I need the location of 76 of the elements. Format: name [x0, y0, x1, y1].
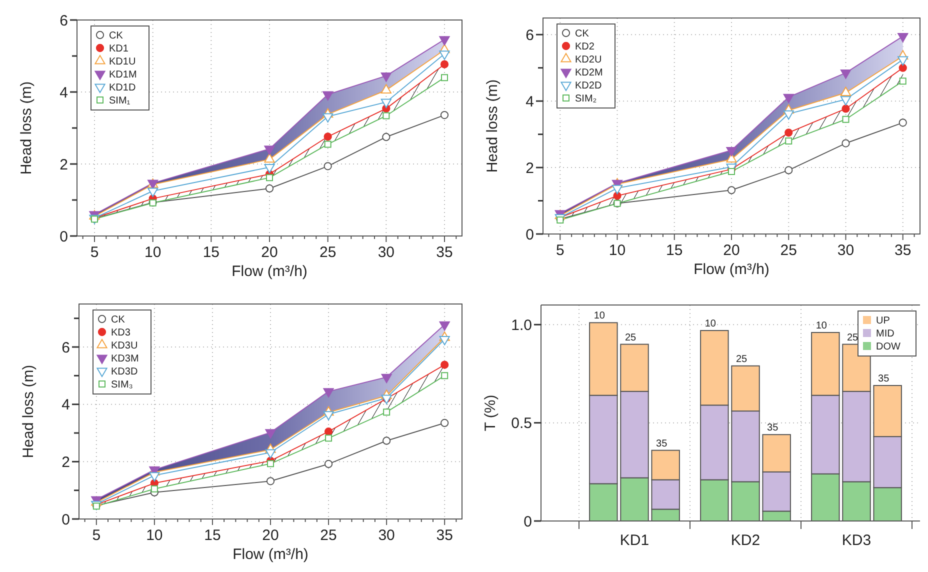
x-tick-label: KD2 — [730, 532, 760, 549]
x-tick-label: 30 — [837, 242, 854, 259]
x-tick-label: 10 — [608, 242, 626, 259]
x-tick-label: 20 — [262, 527, 279, 544]
legend-label: MID — [876, 328, 894, 340]
legend-label: UP — [876, 316, 890, 326]
y-tick-label: 0 — [526, 226, 534, 244]
x-tick-label: 30 — [378, 244, 395, 261]
x-tick-label: 25 — [320, 527, 337, 544]
legend-label: KD3M — [111, 354, 139, 364]
legend-label: KD2 — [575, 42, 595, 52]
annotation: 10 — [594, 310, 606, 322]
x-tick-label: 5 — [92, 527, 101, 544]
x-tick-label: 15 — [204, 527, 221, 544]
x-tick-label: 20 — [723, 242, 740, 259]
legend-label: KD2D — [575, 80, 602, 92]
y-axis-title: Head loss (m) — [20, 364, 37, 458]
annotation: 35 — [767, 422, 779, 434]
y-tick-label: 6 — [60, 12, 68, 30]
legend-label: KD1D — [109, 82, 136, 94]
legend-label: SIM₃ — [111, 380, 133, 390]
y-tick-label: 0 — [62, 511, 70, 528]
y-tick-label: 4 — [62, 396, 70, 414]
x-tick-label: 5 — [90, 244, 99, 261]
y-tick-label: 6 — [62, 339, 70, 356]
legend-label: CK — [109, 30, 124, 42]
x-tick-label: 25 — [319, 244, 336, 261]
y-tick-label: 6 — [526, 26, 534, 44]
legend-label: KD3D — [111, 366, 138, 378]
legend-label: SIM₂ — [575, 94, 597, 104]
legend-label: KD1 — [109, 44, 129, 54]
x-tick-label: 15 — [202, 244, 220, 261]
y-tick-label: 2 — [60, 156, 68, 174]
x-axis-title: Flow (m³/h) — [232, 546, 308, 563]
annotation: 25 — [846, 332, 858, 344]
x-axis-title: Flow (m³/h) — [694, 261, 770, 278]
x-tick-label: 10 — [144, 244, 162, 261]
y-axis-title: Head loss (m) — [18, 81, 35, 175]
y-tick-label: 0.5 — [511, 415, 532, 432]
x-tick-label: 35 — [894, 242, 912, 259]
annotation: 25 — [736, 354, 748, 365]
x-tick-label: 35 — [436, 527, 453, 544]
x-tick-label: 25 — [780, 242, 797, 259]
legend-label: CK — [111, 314, 126, 326]
annotation: 10 — [816, 320, 828, 332]
legend-label: DOW — [876, 342, 901, 352]
y-axis-title: Head loss (m) — [484, 79, 501, 173]
annotation: 10 — [704, 318, 716, 330]
y-tick-label: 4 — [526, 93, 534, 110]
x-tick-label: 30 — [378, 527, 395, 544]
y-tick-label: 0 — [60, 228, 68, 246]
annotation: 35 — [878, 374, 890, 385]
x-tick-label: KD3 — [842, 532, 872, 549]
legend-label: SIM₁ — [109, 96, 131, 106]
x-tick-label: 15 — [666, 242, 683, 259]
x-tick-label: 20 — [261, 244, 278, 261]
y-tick-label: 2 — [526, 160, 534, 177]
y-axis-title: T (%) — [482, 394, 499, 432]
y-tick-label: 4 — [60, 84, 68, 102]
x-tick-label: 10 — [146, 527, 163, 544]
x-tick-label: 35 — [436, 244, 453, 261]
annotation: 25 — [624, 332, 636, 344]
y-tick-label: 1.0 — [511, 316, 532, 334]
legend-label: KD1M — [109, 70, 137, 80]
x-tick-label: 5 — [556, 242, 564, 259]
legend-label: CK — [575, 28, 590, 40]
legend-label: KD3 — [111, 328, 131, 338]
y-tick-label: 2 — [62, 454, 70, 471]
legend-label: KD1U — [109, 56, 136, 68]
x-tick-label: KD1 — [620, 532, 650, 549]
legend-label: KD2U — [575, 54, 602, 66]
annotation: 35 — [656, 438, 668, 450]
y-tick-label: 0 — [524, 513, 532, 530]
x-axis-title: Flow (m³/h) — [232, 263, 308, 280]
legend-label: KD2M — [575, 68, 603, 78]
legend-label: KD3U — [111, 340, 138, 352]
